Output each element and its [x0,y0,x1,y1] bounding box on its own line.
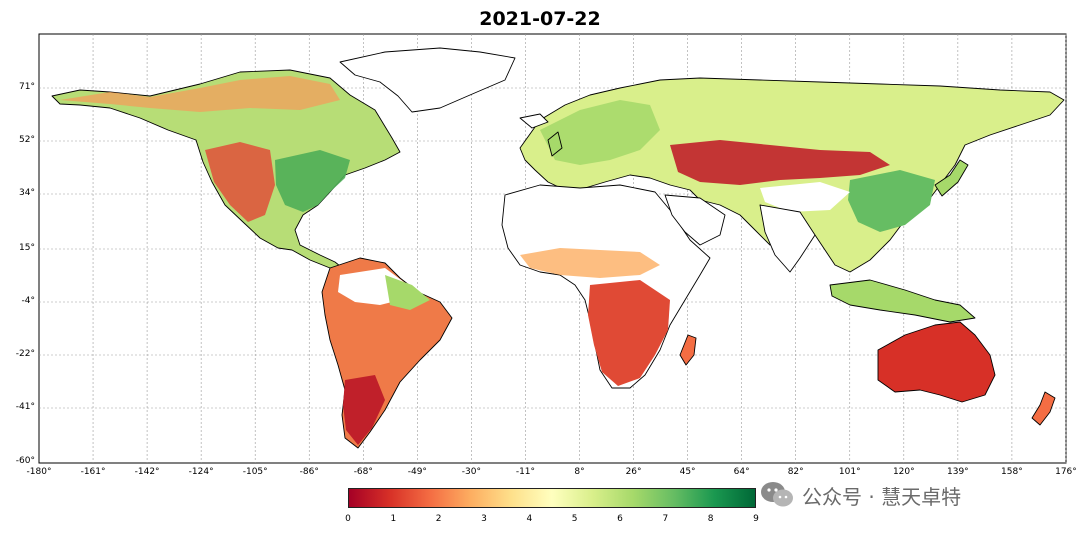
longitude-tick-label: 64° [733,467,750,477]
longitude-tick-label: -161° [80,467,106,477]
longitude-tick-label: -86° [299,467,319,477]
colorbar-tick-label: 9 [753,514,759,524]
colorbar-tick-label: 4 [526,514,533,524]
latitude-tick-label: 52° [19,135,35,145]
latitude-tick-label: -41° [15,402,35,412]
longitude-tick-label: -105° [242,467,268,477]
tibet-dry-white [760,182,850,212]
longitude-tick-label: 176° [1055,467,1077,477]
longitude-tick-label: -124° [188,467,214,477]
wechat-icon [761,482,793,507]
british-isles [547,131,563,157]
longitude-tick-label: 101° [838,467,861,477]
longitude-tick-label: -142° [134,467,160,477]
longitude-tick-label: -180° [26,467,52,477]
colorbar-tick-label: 5 [571,514,578,524]
longitude-tick-label: 158° [1001,467,1023,477]
colorbar-tick-label: 1 [390,514,397,524]
latitude-tick-label: -22° [15,349,35,359]
colorbar-tick-label: 3 [481,514,487,524]
colorbar [348,488,756,508]
longitude-tick-label: -49° [407,467,427,477]
latitude-tick-label: -4° [21,296,35,306]
japan [934,159,969,197]
arabian-peninsula [664,194,726,246]
latitude-tick-label: 15° [19,243,35,253]
longitude-tick-label: 82° [787,467,804,477]
colorbar-tick-label: 2 [435,514,442,524]
iceland [519,113,549,129]
europe-green [540,100,660,165]
longitude-tick-label: 26° [625,467,642,477]
latitude-tick-label: 34° [19,188,35,198]
watermark: 公众号 · 慧天卓特 [760,478,961,512]
longitude-tick-label: -68° [353,467,373,477]
southeast-asia-islands [829,279,976,323]
map-title: 2021-07-22 [479,8,601,30]
longitude-tick-label: 45° [679,467,696,477]
longitude-tick-label: -30° [461,467,481,477]
longitude-tick-label: 139° [947,467,969,477]
southern-africa-dry [588,280,670,386]
north-america-east-wet [275,150,350,212]
colorbar-tick-label: 6 [617,514,623,524]
longitude-tick-label: -11° [515,467,536,477]
longitude-tick-label: 8° [574,467,585,477]
north-america-west-dry [205,142,275,222]
patagonia-dry [343,375,385,445]
sahel-band [520,248,660,278]
longitude-tick-label: 120° [892,467,915,477]
greenland [339,47,516,113]
arctic-canada-dry [60,76,340,112]
colorbar-tick-label: 7 [662,514,669,524]
colorbar-tick-label: 8 [707,514,714,524]
india [759,204,816,273]
colorbar-tick-label: 0 [345,514,351,524]
latitude-tick-label: -60° [15,456,35,466]
brazil-green [385,275,430,310]
land-masses [51,47,1065,449]
australia [877,321,996,403]
latitude-tick-label: 71° [19,82,35,92]
central-asia-dry [670,140,890,185]
new-zealand [1031,391,1056,426]
watermark-text: 公众号 · 慧天卓特 [802,484,962,509]
china-wet [848,170,935,232]
madagascar [679,334,697,366]
